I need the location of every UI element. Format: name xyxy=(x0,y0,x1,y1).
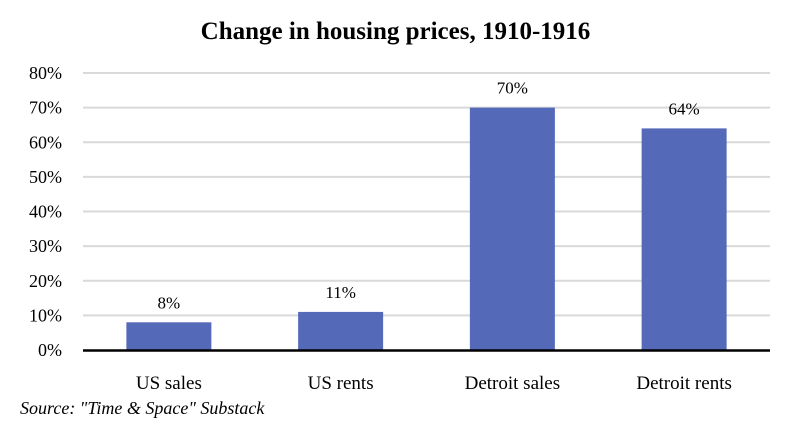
y-tick-label: 70% xyxy=(29,98,62,118)
data-label: 8% xyxy=(158,293,181,312)
y-tick-label: 40% xyxy=(29,202,62,222)
x-tick-label: Detroit sales xyxy=(465,373,561,394)
bar xyxy=(298,311,384,350)
chart-title: Change in housing prices, 1910-1916 xyxy=(200,18,591,45)
data-label: 64% xyxy=(669,99,700,118)
bar xyxy=(641,128,727,350)
y-tick-label: 0% xyxy=(38,340,62,360)
y-tick-label: 30% xyxy=(29,236,62,256)
x-tick-label: Detroit rents xyxy=(636,373,732,394)
x-tick-label: US rents xyxy=(308,373,374,394)
data-label: 11% xyxy=(325,283,356,302)
source-note: Source: "Time & Space" Substack xyxy=(20,398,265,418)
x-tick-label: US sales xyxy=(136,373,202,394)
y-tick-label: 50% xyxy=(29,167,62,187)
data-label: 70% xyxy=(497,79,528,98)
bar xyxy=(469,107,555,350)
y-tick-label: 20% xyxy=(29,271,62,291)
y-tick-label: 60% xyxy=(29,132,62,152)
y-tick-label: 10% xyxy=(29,305,62,325)
y-tick-label: 80% xyxy=(29,63,62,83)
bar xyxy=(126,322,212,350)
